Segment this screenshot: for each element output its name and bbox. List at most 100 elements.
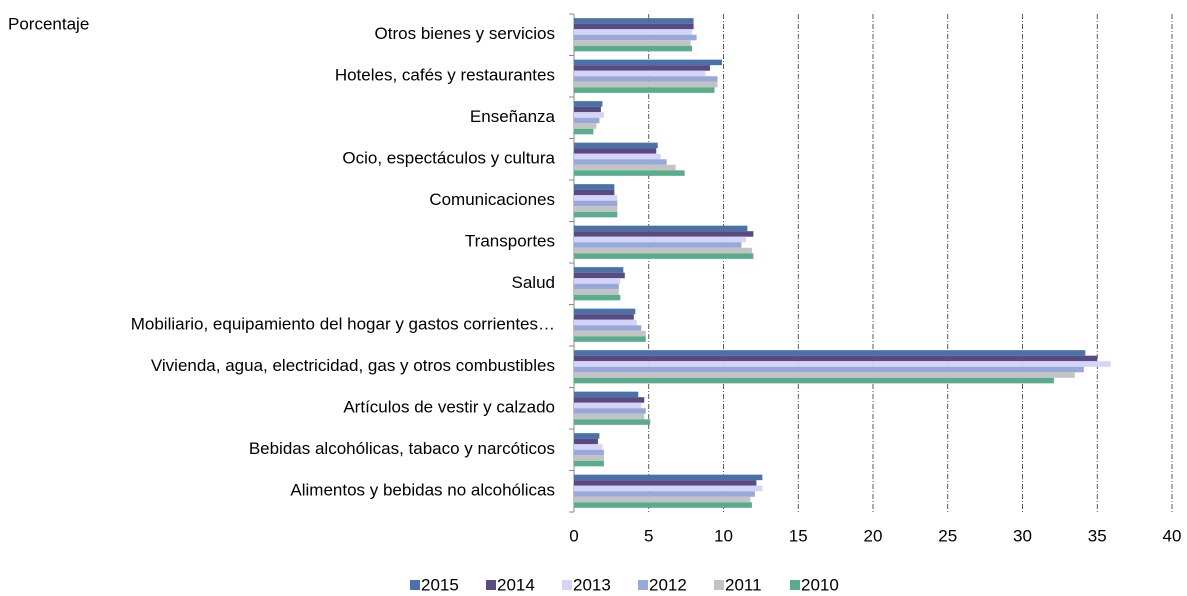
- bar: [574, 106, 601, 113]
- x-tick-label: 30: [1013, 526, 1032, 545]
- legend-swatch: [486, 580, 496, 590]
- y-tick-label: Vivienda, agua, electricidad, gas y otro…: [151, 356, 555, 375]
- bar: [574, 206, 618, 212]
- bar: [574, 142, 658, 149]
- bar: [574, 29, 693, 35]
- legend-swatch: [410, 580, 420, 590]
- bar: [574, 419, 651, 425]
- bar: [574, 336, 646, 342]
- legend-swatch: [562, 580, 572, 590]
- bar: [574, 242, 742, 248]
- bar: [574, 294, 621, 301]
- y-tick-label: Bebidas alcohólicas, tabaco y narcóticos: [249, 439, 555, 458]
- bar: [574, 128, 594, 135]
- bar: [574, 184, 615, 190]
- x-tick-label: 15: [789, 526, 808, 545]
- legend-swatch: [638, 580, 648, 590]
- bar: [574, 278, 621, 284]
- bar: [574, 267, 624, 273]
- bar: [574, 283, 619, 290]
- bar: [574, 449, 604, 456]
- bar: [574, 164, 676, 171]
- bar: [574, 231, 754, 237]
- bar: [574, 391, 639, 398]
- legend-label: 2011: [725, 575, 762, 594]
- bar: [574, 438, 598, 445]
- bar: [574, 23, 694, 30]
- axis-label: Porcentaje: [8, 14, 89, 33]
- x-tick-label: 20: [864, 526, 883, 545]
- bar: [574, 330, 646, 337]
- y-tick-label: Comunicaciones: [429, 190, 555, 209]
- bar: [574, 444, 603, 450]
- bar: [574, 159, 667, 165]
- legend-label: 2015: [421, 575, 459, 594]
- y-tick-label: Enseñanza: [470, 107, 556, 126]
- bar: [574, 153, 661, 160]
- bar: [574, 350, 1086, 356]
- bar: [574, 408, 646, 414]
- x-tick-label: 25: [938, 526, 957, 545]
- bar: [574, 70, 706, 77]
- bar: [574, 200, 618, 207]
- bar: [574, 81, 718, 88]
- bar: [574, 45, 693, 52]
- legend-label: 2010: [801, 575, 839, 594]
- legend-label: 2013: [573, 575, 611, 594]
- x-tick-label: 35: [1088, 526, 1107, 545]
- x-tick-label: 10: [714, 526, 733, 545]
- bar: [574, 253, 754, 259]
- bar: [574, 377, 1054, 384]
- bar: [574, 189, 615, 196]
- bar: [574, 289, 619, 295]
- bar: [574, 460, 604, 467]
- bar: [574, 319, 637, 326]
- y-tick-label: Transportes: [465, 232, 555, 251]
- x-tick-label: 40: [1163, 526, 1182, 545]
- y-tick-label: Alimentos y bebidas no alcohólicas: [290, 481, 555, 500]
- legend-swatch: [790, 580, 800, 590]
- bar: [574, 112, 604, 118]
- bar: [574, 225, 748, 232]
- bar: [574, 117, 600, 124]
- bar: [574, 76, 718, 82]
- bar: [574, 170, 685, 176]
- bar: [574, 101, 603, 107]
- legend-label: 2012: [649, 575, 687, 594]
- bar: [574, 236, 746, 243]
- bar: [574, 402, 642, 409]
- bar: [574, 65, 711, 71]
- legend-swatch: [714, 580, 724, 590]
- legend-label: 2014: [497, 575, 535, 594]
- bar: [574, 372, 1075, 378]
- bar: [574, 502, 752, 508]
- bar: [574, 485, 763, 492]
- bar: [574, 87, 715, 93]
- bar: [574, 308, 636, 315]
- y-tick-label: Otros bienes y servicios: [375, 24, 555, 43]
- bar: [574, 195, 618, 201]
- bar: [574, 325, 642, 331]
- bar: [574, 361, 1111, 367]
- bar: [574, 496, 751, 503]
- x-tick-label: 0: [569, 526, 578, 545]
- y-tick-label: Ocio, espectáculos y cultura: [342, 149, 555, 168]
- bar: [574, 211, 618, 218]
- bar: [574, 18, 694, 24]
- bar: [574, 455, 604, 461]
- bar: [574, 397, 645, 403]
- bar: [574, 40, 691, 46]
- bar: [574, 491, 755, 497]
- y-tick-label: Hoteles, cafés y restaurantes: [335, 66, 555, 85]
- x-tick-label: 5: [644, 526, 653, 545]
- y-tick-label: Salud: [512, 273, 555, 292]
- bar: [574, 366, 1084, 373]
- y-tick-label: Artículos de vestir y calzado: [343, 398, 555, 417]
- bar: [574, 272, 625, 279]
- bar: [574, 474, 763, 481]
- bar: [574, 355, 1098, 362]
- bar: [574, 314, 634, 320]
- y-tick-label: Mobiliario, equipamiento del hogar y gas…: [131, 315, 555, 334]
- bar: [574, 433, 600, 439]
